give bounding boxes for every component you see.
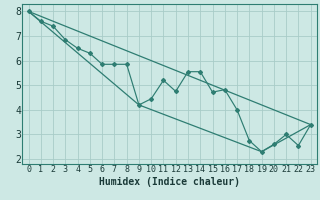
X-axis label: Humidex (Indice chaleur): Humidex (Indice chaleur) <box>99 177 240 187</box>
